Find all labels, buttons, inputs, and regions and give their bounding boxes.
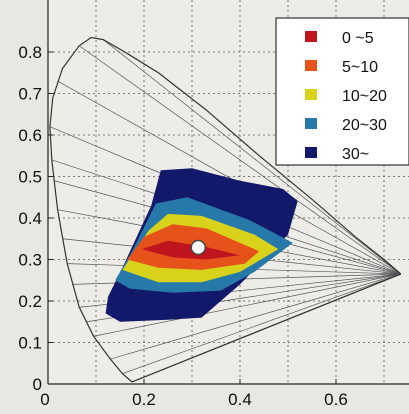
spectral-locus (49, 36, 402, 383)
y-tick-label: 0.7 (18, 85, 42, 104)
legend-swatch (305, 118, 317, 129)
x-tick-label: 0.2 (132, 390, 156, 409)
y-tick-label: 0.3 (18, 251, 42, 270)
legend-swatch (305, 60, 317, 71)
legend-label: 5~10 (342, 59, 378, 76)
purple-line (131, 273, 402, 383)
legend-label: 30~ (342, 146, 369, 163)
region-0-5 (141, 240, 240, 260)
y-tick-label: 0.5 (18, 168, 42, 187)
legend-label: 20~30 (342, 117, 387, 134)
y-tick-label: 0.2 (18, 292, 42, 311)
legend-swatch (305, 89, 317, 100)
y-tick-label: 0.1 (18, 334, 42, 353)
legend-swatch (305, 147, 317, 158)
legend-swatch (305, 31, 317, 42)
fan-line (102, 39, 402, 275)
x-tick-label: 0 (40, 390, 49, 409)
color-regions (105, 168, 298, 322)
white-point-marker (190, 239, 206, 256)
fan-line (110, 273, 401, 360)
fan-line (122, 273, 401, 374)
spectral-locus-layer (49, 36, 402, 383)
fan-line (93, 273, 401, 337)
x-tick-label: 0.4 (228, 390, 252, 409)
y-tick-label: 0.8 (18, 43, 42, 62)
legend-label: 10~20 (342, 88, 387, 105)
y-tick-label: 0 (33, 375, 42, 394)
legend: 0 ~5 5~10 10~20 20~30 30~ (275, 17, 409, 166)
fan-line (78, 45, 402, 275)
x-tick-label: 0.6 (324, 390, 348, 409)
y-tick-label: 0.6 (18, 126, 42, 145)
y-tick-label: 0.4 (18, 209, 42, 228)
axes: 0 0.2 0.4 0.6 0 0.1 0.2 0.3 0.4 0.5 0.6 0.7 0.8 (18, 0, 409, 409)
fan-line (57, 80, 401, 275)
legend-box (275, 17, 409, 166)
legend-label: 0 ~5 (342, 30, 374, 47)
